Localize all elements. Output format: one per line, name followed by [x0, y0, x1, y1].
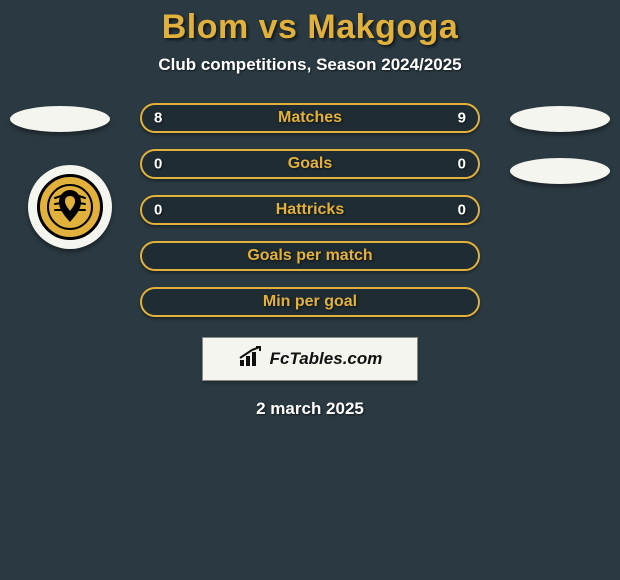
stat-row-hattricks: 0 Hattricks 0 — [140, 195, 480, 225]
club-right-badge — [510, 158, 610, 184]
stat-label: Min per goal — [263, 293, 357, 311]
fctables-link[interactable]: FcTables.com — [202, 337, 418, 381]
stat-left-value: 0 — [154, 156, 162, 173]
stat-label: Hattricks — [276, 201, 344, 219]
stat-right-value: 0 — [458, 156, 466, 173]
stat-label: Goals per match — [247, 247, 372, 265]
stat-left-value: 8 — [154, 110, 162, 127]
stat-row-min-per-goal: Min per goal — [140, 287, 480, 317]
stat-row-matches: 8 Matches 9 — [140, 103, 480, 133]
date-label: 2 march 2025 — [0, 399, 620, 419]
stat-right-value: 0 — [458, 202, 466, 219]
player-left-avatar — [10, 106, 110, 132]
stat-row-goals-per-match: Goals per match — [140, 241, 480, 271]
stat-label: Goals — [288, 155, 332, 173]
stat-label: Matches — [278, 109, 342, 127]
kaizer-chiefs-logo-icon — [37, 174, 103, 240]
stat-rows: 8 Matches 9 0 Goals 0 0 Hattricks 0 Goal… — [140, 103, 480, 317]
club-left-badge — [28, 165, 112, 249]
comparison-card: Blom vs Makgoga Club competitions, Seaso… — [0, 0, 620, 419]
subtitle: Club competitions, Season 2024/2025 — [0, 55, 620, 75]
brand-label: FcTables.com — [270, 349, 383, 369]
page-title: Blom vs Makgoga — [0, 8, 620, 47]
stat-right-value: 9 — [458, 110, 466, 127]
player-right-avatar — [510, 106, 610, 132]
stat-left-value: 0 — [154, 202, 162, 219]
stat-row-goals: 0 Goals 0 — [140, 149, 480, 179]
stats-area: 8 Matches 9 0 Goals 0 0 Hattricks 0 Goal… — [0, 103, 620, 419]
chart-icon — [238, 346, 264, 373]
